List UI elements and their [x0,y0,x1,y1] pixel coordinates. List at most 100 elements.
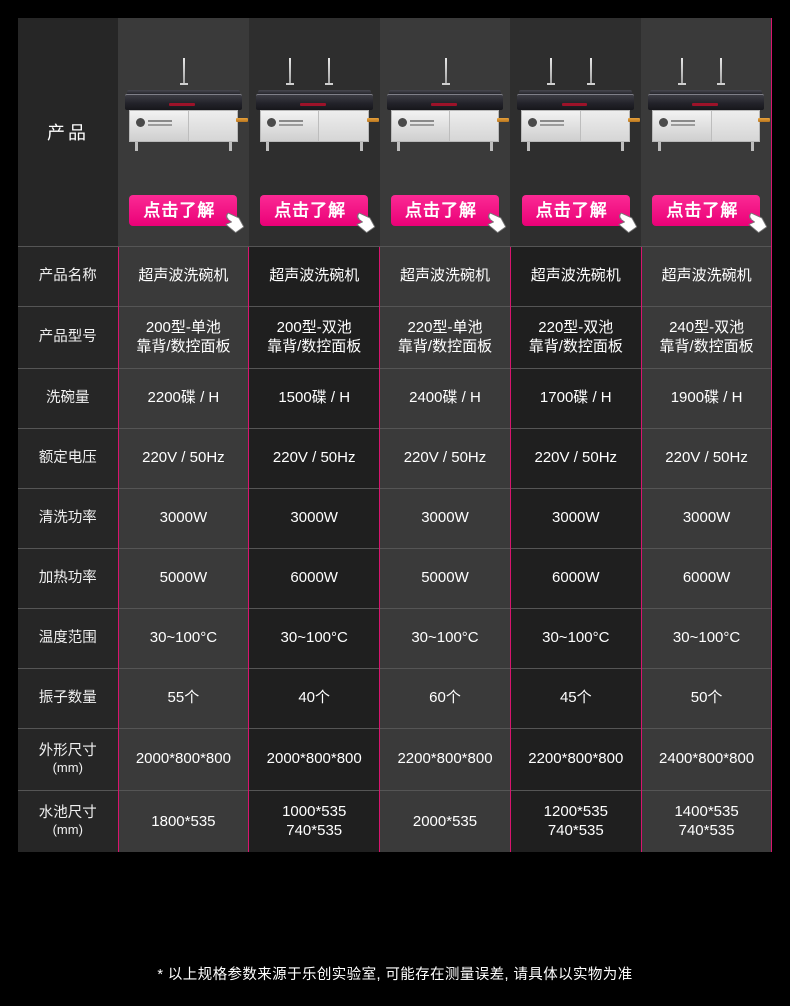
spec-label: 清洗功率 [38,509,97,526]
product-cell-5[interactable]: 点击了解 [641,18,773,246]
brand-badge-icon [659,118,696,127]
spec-value: 2000*800*800 [266,750,362,768]
spec-label-cell: 振子数量 [18,667,118,728]
brand-badge-icon [266,118,303,127]
dishwasher-illustration [517,58,641,158]
brand-badge-icon [397,118,434,127]
cta-button-2[interactable]: 点击了解 [260,194,376,233]
spec-value: 200型-单池 靠背/数控面板 [136,318,231,356]
spec-value-cell: 50个 [640,667,773,728]
cta-label: 点击了解 [404,200,477,220]
spec-value: 1900碟 / H [670,389,743,407]
spec-value-cell: 30~100°C [509,607,642,668]
spec-value-cell: 40个 [248,667,380,728]
spec-value: 2000*535 [412,812,478,830]
spec-value: 2000*800*800 [135,750,231,768]
spec-row: 振子数量 55个 40个 60个 45个 50个 [18,667,773,728]
product-column-label: 产品 [47,122,89,143]
spec-label-cell: 产品名称 [18,245,118,306]
spec-value-cell: 30~100°C [640,607,773,668]
brand-badge-icon [528,118,565,127]
spec-value: 30~100°C [280,629,348,647]
spec-label: 水池尺寸 [38,805,97,822]
cta-button-4[interactable]: 点击了解 [521,194,637,233]
brand-badge-icon [136,118,172,127]
spec-value-cell: 2400*800*800 [640,727,773,790]
spec-value-cell: 220型-双池 靠背/数控面板 [509,305,642,368]
spec-label-cell: 水池尺寸 (mm) [18,789,118,852]
spec-value: 5000W [159,569,208,587]
spec-row: 加热功率 5000W 6000W 5000W 6000W 6000W [18,547,773,608]
spec-value: 2400碟 / H [409,389,481,407]
spec-value-cell: 超声波洗碗机 [379,245,511,306]
hand-pointer-icon [225,212,245,233]
spec-value: 220V / 50Hz [665,449,748,467]
spec-value-cell: 2200*800*800 [379,727,511,790]
cta-button-1[interactable]: 点击了解 [129,194,245,233]
faucet-icon [586,58,595,85]
header-label-cell: 产品 [18,18,118,246]
spec-row: 洗碗量 2200碟 / H 1500碟 / H 2400碟 / H 1700碟 / H 1… [18,367,773,428]
spec-value: 3000W [159,509,208,527]
spec-value: 2400*800*800 [659,750,755,768]
spec-label: 温度范围 [38,629,97,646]
spec-value: 超声波洗碗机 [138,267,229,285]
spec-value-cell: 5000W [379,547,511,608]
spec-label-cell: 清洗功率 [18,487,118,548]
spec-value: 超声波洗碗机 [530,267,621,285]
faucet-icon [441,58,450,85]
spec-value-cell: 1200*535 740*535 [509,789,642,852]
product-cell-1[interactable]: 点击了解 [118,18,249,246]
spec-value-cell: 200型-单池 靠背/数控面板 [117,305,249,368]
cta-label: 点击了解 [274,200,347,220]
product-cell-3[interactable]: 点击了解 [379,18,511,246]
spec-value-cell: 30~100°C [379,607,511,668]
cta-button-3[interactable]: 点击了解 [390,194,507,233]
spec-value-cell: 55个 [117,667,249,728]
spec-value: 30~100°C [149,629,218,647]
cta-button-5[interactable]: 点击了解 [652,194,768,233]
spec-value: 240型-双池 靠背/数控面板 [659,318,754,356]
spec-label: 额定电压 [38,449,97,466]
spec-value-cell: 220V / 50Hz [509,427,642,488]
spec-value: 3000W [421,509,469,527]
faucet-icon [180,58,189,85]
spec-value: 30~100°C [411,629,479,647]
spec-label-cell: 产品型号 [18,305,118,368]
spec-value-cell: 30~100°C [248,607,380,668]
spec-value: 3000W [682,509,731,527]
spec-value-cell: 3000W [117,487,249,548]
spec-value-cell: 超声波洗碗机 [509,245,642,306]
hand-pointer-icon [487,212,507,233]
product-cell-2[interactable]: 点击了解 [248,18,380,246]
spec-value: 30~100°C [542,629,610,647]
spec-value-cell: 220型-单池 靠背/数控面板 [379,305,511,368]
spec-value: 50个 [690,689,723,707]
spec-value-cell: 240型-双池 靠背/数控面板 [640,305,773,368]
spec-value: 1400*535 740*535 [674,802,739,840]
spec-value: 6000W [290,569,338,587]
spec-value-cell: 2200*800*800 [509,727,642,790]
spec-value: 220V / 50Hz [142,449,225,467]
spec-value-cell: 1500碟 / H [248,367,380,428]
spec-value: 2200*800*800 [397,750,493,768]
spec-label-cell: 温度范围 [18,607,118,668]
spec-value: 超声波洗碗机 [661,267,752,285]
product-cell-4[interactable]: 点击了解 [510,18,642,246]
dishwasher-illustration [255,58,379,158]
dishwasher-illustration [648,58,771,158]
dishwasher-illustration [125,58,248,158]
spec-value-cell: 2400碟 / H [379,367,511,428]
spec-value: 30~100°C [672,629,741,647]
spec-value-cell: 200型-双池 靠背/数控面板 [248,305,380,368]
spec-row: 清洗功率 3000W 3000W 3000W 3000W 3000W [18,487,773,548]
spec-label-cell: 额定电压 [18,427,118,488]
spec-value: 6000W [552,569,600,587]
spec-value-cell: 220V / 50Hz [640,427,773,488]
cta-label: 点击了解 [666,200,739,220]
faucet-icon [325,58,334,85]
spec-value-cell: 超声波洗碗机 [640,245,773,306]
spec-value: 2200*800*800 [528,750,624,768]
spec-value-cell: 2000*800*800 [248,727,380,790]
